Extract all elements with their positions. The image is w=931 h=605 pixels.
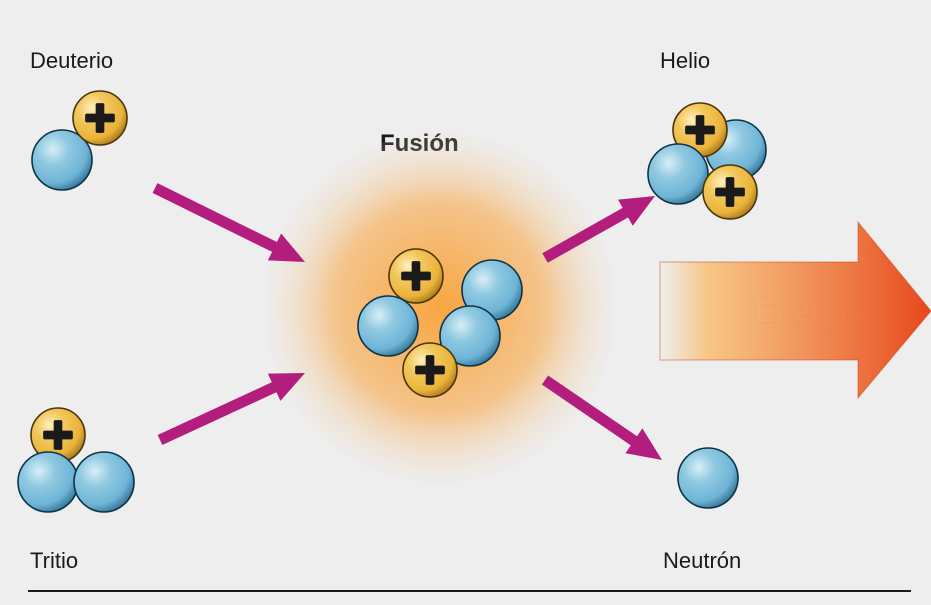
label-energia: Energía: [755, 296, 865, 330]
proton-icon: [703, 165, 757, 219]
arrow-tritio-in: [160, 386, 276, 440]
neutron-icon: [18, 452, 78, 512]
proton-icon: [73, 91, 127, 145]
arrowhead-helio-out: [618, 196, 655, 226]
proton-icon: [389, 249, 443, 303]
arrow-neutron-out: [545, 380, 636, 442]
reaction-arrows: [155, 188, 662, 460]
neutron-icon: [678, 448, 738, 508]
neutron-icon: [32, 130, 92, 190]
arrowhead-deuterio-in: [268, 234, 305, 262]
neutron-icon: [74, 452, 134, 512]
label-helio: Helio: [660, 48, 710, 74]
proton-icon: [403, 343, 457, 397]
label-deuterio: Deuterio: [30, 48, 113, 74]
arrowhead-tritio-in: [268, 373, 305, 401]
proton-icon: [673, 103, 727, 157]
label-tritio: Tritio: [30, 548, 78, 574]
neutron-icon: [358, 296, 418, 356]
label-neutron: Neutrón: [663, 548, 741, 574]
label-fusion: Fusión: [380, 130, 459, 158]
fusion-glow: [265, 133, 615, 483]
neutron-icon: [462, 260, 522, 320]
neutron-icon: [706, 120, 766, 180]
proton-icon: [31, 408, 85, 462]
footer-divider: [28, 590, 911, 592]
arrow-helio-out: [545, 212, 627, 258]
neutron-icon: [648, 144, 708, 204]
arrowhead-neutron-out: [625, 428, 662, 460]
arrow-deuterio-in: [155, 188, 276, 248]
neutron-icon: [440, 306, 500, 366]
